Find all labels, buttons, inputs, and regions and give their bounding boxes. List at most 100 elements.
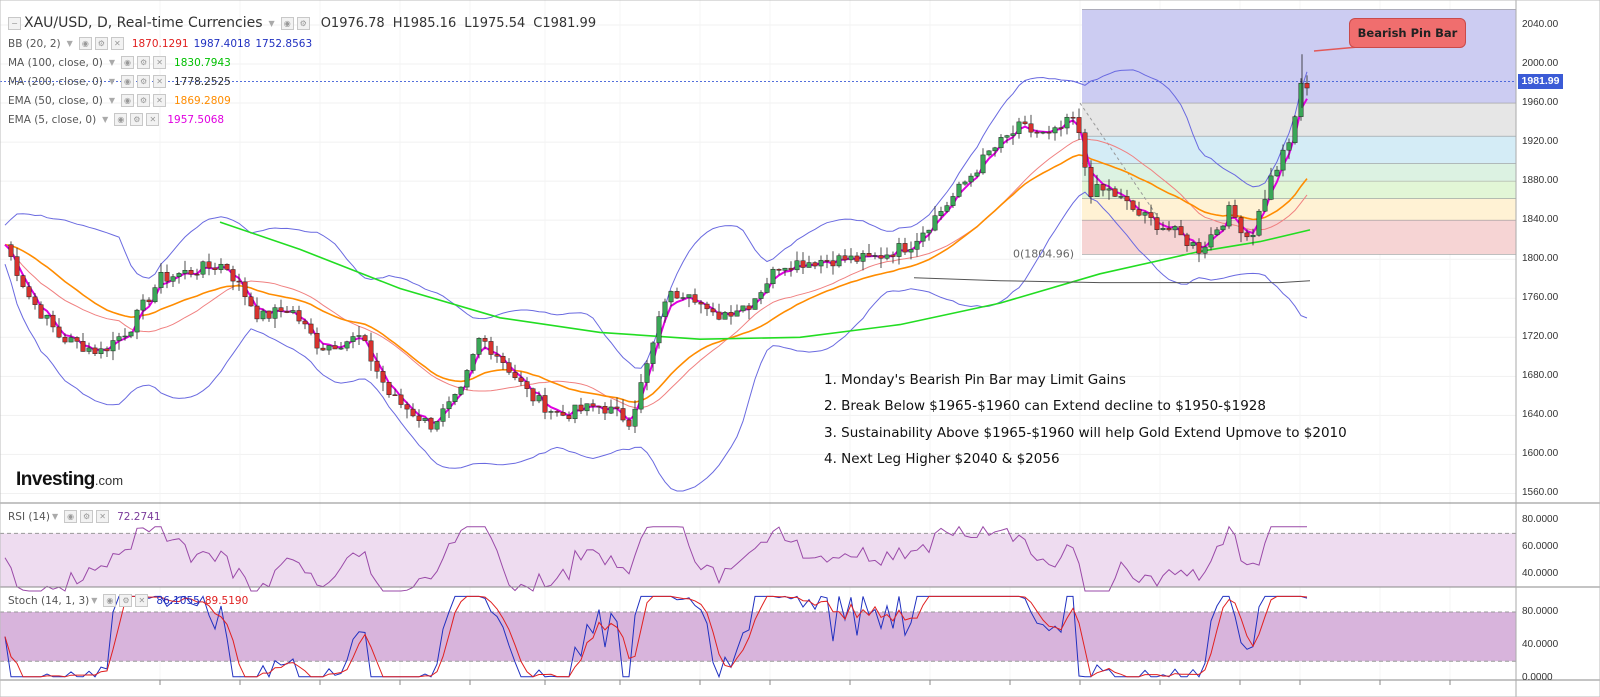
candle-body (122, 335, 128, 338)
close-icon[interactable]: ✕ (110, 37, 124, 50)
eye-icon[interactable]: ◉ (280, 16, 294, 30)
eye-icon[interactable]: ◉ (114, 113, 128, 126)
close-icon[interactable]: ✕ (153, 94, 166, 107)
candle-body (1154, 217, 1160, 230)
chevron-down-icon[interactable]: ▼ (66, 39, 73, 48)
candle-body (596, 405, 602, 408)
candle-body (1016, 121, 1022, 134)
indicator-name: MA (100, close, 0) (8, 56, 103, 69)
candle-body (836, 255, 842, 267)
candle-body (698, 302, 704, 305)
candle-body (1202, 246, 1208, 254)
settings-icon[interactable]: ⚙ (80, 510, 94, 523)
candle-body (722, 312, 728, 320)
eye-icon[interactable]: ◉ (121, 75, 135, 88)
candle-body (572, 404, 578, 420)
candle-body (800, 260, 806, 268)
symbol-row: − XAU/USD, D, Real-time Currencies ▼ ◉ ⚙… (8, 12, 596, 34)
candle-body (92, 347, 98, 354)
settings-icon[interactable]: ⚙ (137, 75, 151, 88)
price-tick-label: 2000.00 (1522, 58, 1559, 69)
note-item: 1. Monday's Bearish Pin Bar may Limit Ga… (824, 372, 1126, 388)
eye-icon[interactable]: ◉ (103, 594, 117, 607)
candle-body (890, 254, 896, 257)
candle-body (1226, 205, 1232, 227)
candle-body (1124, 196, 1130, 202)
ma200-line (913, 277, 1311, 284)
candle-body (536, 395, 542, 402)
candle-body (266, 310, 272, 319)
candle-body (1274, 169, 1280, 177)
candle-body (68, 337, 74, 343)
price-tick-label: 1800.00 (1522, 253, 1559, 265)
candle-body (512, 372, 518, 379)
chevron-down-icon[interactable]: ▼ (108, 77, 116, 86)
candle-body (1022, 121, 1028, 125)
eye-icon[interactable]: ◉ (121, 56, 135, 69)
settings-icon[interactable]: ⚙ (130, 113, 144, 126)
eye-icon[interactable]: ◉ (121, 94, 134, 107)
candle-body (1088, 167, 1094, 197)
candle-body (494, 354, 500, 357)
settings-icon[interactable]: ⚙ (296, 16, 310, 30)
candle-body (80, 341, 86, 352)
candle-body (878, 255, 884, 259)
close-icon[interactable]: ✕ (153, 56, 167, 69)
candle-body (662, 301, 668, 317)
bollinger-middle-band (4, 138, 1308, 409)
candle-body (458, 386, 464, 395)
chevron-down-icon[interactable]: ▼ (108, 96, 115, 105)
candle-body (860, 253, 866, 262)
candle-body (944, 205, 950, 212)
indicator-value: 1957.5068 (167, 113, 225, 126)
collapse-icon[interactable]: − (8, 16, 21, 30)
note-item: 4. Next Leg Higher $2040 & $2056 (824, 450, 1060, 467)
candle-body (974, 172, 980, 177)
fib-zone (1082, 136, 1516, 164)
candle-body (680, 297, 686, 299)
candle-body (782, 267, 788, 271)
close-icon[interactable]: ✕ (153, 75, 167, 88)
candle-body (32, 296, 38, 305)
candle-body (278, 307, 284, 312)
candle-body (314, 332, 320, 349)
candle-body (170, 276, 176, 282)
candle-body (1190, 242, 1196, 246)
fibonacci-retracement[interactable]: 0(1804.96) (0, 9, 1516, 260)
chevron-down-icon[interactable]: ▼ (91, 596, 98, 605)
candle-body (1178, 226, 1184, 236)
chevron-down-icon[interactable]: ▼ (268, 18, 275, 28)
close-icon[interactable]: ✕ (146, 113, 160, 126)
candle-body (290, 310, 296, 313)
close-icon[interactable]: ✕ (96, 510, 110, 523)
candle-body (398, 394, 404, 405)
close-icon[interactable]: ✕ (135, 594, 149, 607)
settings-icon[interactable]: ⚙ (119, 594, 133, 607)
rsi-legend: RSI (14) ▼ ◉ ⚙ ✕ 72.2741 (8, 510, 161, 523)
indicator-value: 1830.7943 (174, 56, 231, 69)
current-price-tag: 1981.99 (1518, 74, 1563, 89)
candle-body (1094, 184, 1100, 197)
chevron-down-icon[interactable]: ▼ (108, 58, 116, 67)
candle-body (464, 370, 470, 388)
candle-body (788, 267, 794, 271)
candle-body (920, 232, 926, 242)
candle-body (524, 381, 530, 389)
settings-icon[interactable]: ⚙ (94, 37, 108, 50)
bearish-pin-bar-callout[interactable]: Bearish Pin Bar (1349, 18, 1466, 48)
indicator-name: BB (20, 2) (8, 37, 61, 50)
candle-body (602, 406, 608, 414)
eye-icon[interactable]: ◉ (78, 37, 92, 50)
settings-icon[interactable]: ⚙ (137, 56, 151, 69)
candle-body (530, 388, 536, 402)
chevron-down-icon[interactable]: ▼ (102, 115, 109, 124)
chevron-down-icon[interactable]: ▼ (51, 512, 59, 521)
indicator-name: EMA (5, close, 0) (8, 113, 97, 126)
eye-icon[interactable]: ◉ (64, 510, 78, 523)
candle-body (182, 270, 188, 274)
candle-body (344, 341, 350, 349)
settings-icon[interactable]: ⚙ (137, 94, 150, 107)
candle-body (884, 254, 890, 259)
fib-zero-label: 0(1804.96) (1013, 247, 1074, 260)
